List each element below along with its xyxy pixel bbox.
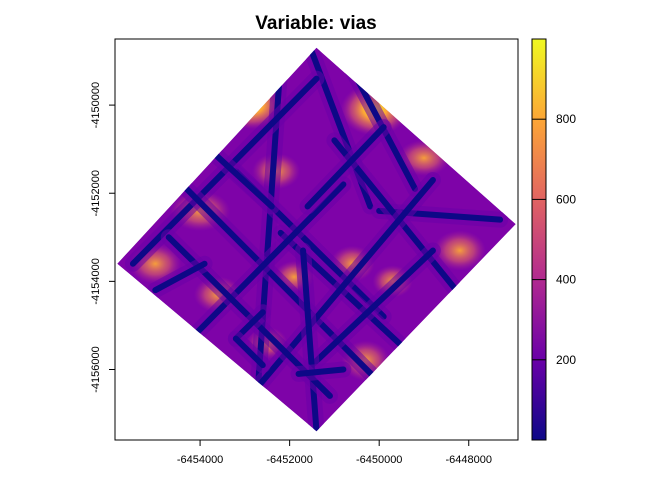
legend-tick-label: 600 xyxy=(556,192,576,206)
road-glow xyxy=(402,321,459,413)
legend-tick-label: 200 xyxy=(556,353,576,367)
road-line xyxy=(183,181,347,347)
road-line xyxy=(309,247,436,369)
y-tick-label: -4150000 xyxy=(90,82,102,129)
warm-zone xyxy=(433,230,486,271)
x-tick-label: -6452000 xyxy=(266,454,313,466)
chart-title: Variable: vias xyxy=(255,13,376,34)
color-legend: 200 400 600 800 xyxy=(531,38,576,441)
raster-region xyxy=(117,47,516,432)
legend-tick-label: 800 xyxy=(556,112,576,126)
legend-frame xyxy=(531,38,547,441)
legend-tick-label: 400 xyxy=(556,273,576,287)
y-axis: -4150000 -4152000 -4154000 -4156000 xyxy=(90,82,115,393)
x-tick-label: -6450000 xyxy=(356,454,403,466)
road-line xyxy=(295,366,347,377)
warm-zone xyxy=(466,282,507,315)
y-tick-label: -4156000 xyxy=(90,346,102,393)
x-tick-label: -6454000 xyxy=(177,454,224,466)
plot-frame xyxy=(114,38,519,441)
road-line xyxy=(232,335,266,369)
y-tick-label: -4154000 xyxy=(90,258,102,305)
road-line xyxy=(300,247,320,432)
road-line xyxy=(304,124,387,210)
legend-colorbar xyxy=(532,39,546,440)
road-line xyxy=(407,326,454,408)
x-tick-label: -6448000 xyxy=(445,454,492,466)
x-axis: -6454000 -6452000 -6450000 -6448000 xyxy=(177,440,492,466)
y-tick-label: -4152000 xyxy=(90,170,102,217)
road-line xyxy=(152,260,208,294)
